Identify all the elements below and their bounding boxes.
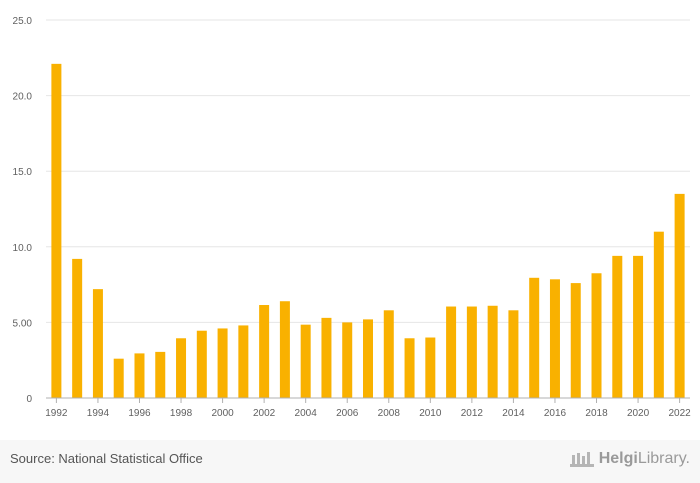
- x-tick-label: 2020: [627, 408, 650, 419]
- x-tick-label: 2002: [253, 408, 276, 419]
- y-tick-label: 25.0: [13, 16, 33, 27]
- bar-2011: [446, 306, 457, 398]
- x-tick-label: 1998: [170, 408, 193, 419]
- x-tick-label: 2006: [336, 408, 359, 419]
- x-tick-label: 2018: [585, 408, 608, 419]
- bar-2015: [529, 277, 540, 398]
- bar-2002: [259, 305, 270, 398]
- brand-name-light: Library.: [637, 450, 690, 467]
- bar-1998: [176, 338, 187, 398]
- bar-2003: [279, 301, 290, 398]
- bar-2004: [300, 324, 311, 398]
- x-tick-label: 2010: [419, 408, 442, 419]
- y-tick-label: 15.0: [13, 167, 33, 178]
- y-tick-label: 5.00: [13, 318, 33, 329]
- bar-2017: [570, 283, 581, 398]
- brand-logo: HelgiLibrary.: [569, 449, 690, 469]
- bar-2007: [363, 319, 373, 398]
- bar-1993: [72, 258, 83, 398]
- x-axis-ticks: 1992 1994 1996 1998 2000 2002 2004 2006 2008 2010…: [45, 398, 691, 419]
- bar-2001: [238, 325, 249, 398]
- bar-2000: [217, 328, 228, 398]
- source-note: Source: National Statistical Office: [10, 451, 203, 466]
- bar-1995: [113, 358, 124, 398]
- y-tick-label: 20.0: [13, 92, 33, 103]
- y-tick-label: 10.0: [13, 243, 33, 254]
- bar-2014: [508, 310, 519, 398]
- bar-1996: [134, 353, 145, 398]
- bar-1999: [196, 330, 207, 398]
- x-tick-label: 2004: [295, 408, 318, 419]
- library-icon: [569, 452, 594, 467]
- bar-2008: [383, 310, 394, 398]
- x-tick-label: 2008: [378, 408, 401, 419]
- bars: [51, 63, 685, 399]
- bar-2018: [591, 273, 602, 398]
- bar-2020: [633, 255, 644, 398]
- bar-2019: [612, 255, 623, 398]
- bar-2006: [342, 322, 353, 398]
- bar-2009: [404, 338, 415, 398]
- x-tick-label: 2014: [502, 408, 525, 419]
- bar-2005: [321, 317, 332, 398]
- x-tick-label: 2022: [668, 408, 691, 419]
- bar-2012: [466, 306, 477, 398]
- bar-2016: [549, 279, 560, 398]
- brand-name-bold: Helgi: [598, 450, 638, 467]
- bar-2022: [674, 193, 685, 398]
- bar-2013: [487, 305, 498, 398]
- bar-1994: [92, 289, 103, 398]
- y-axis-ticks: 0 5.00 10.0 15.0 20.0 25.0: [13, 16, 33, 405]
- x-tick-label: 2016: [544, 408, 567, 419]
- x-tick-label: 1994: [87, 408, 110, 419]
- x-tick-label: 1992: [45, 408, 68, 419]
- gridlines: [46, 19, 690, 323]
- x-tick-label: 2000: [211, 408, 234, 419]
- bar-2010: [425, 337, 436, 398]
- bar-2021: [653, 231, 664, 398]
- y-tick-label: 0: [26, 394, 32, 405]
- bar-chart: 0 5.00 10.0 15.0 20.0 25.0 1992 1994 1996 1998 20…: [13, 16, 692, 419]
- x-tick-label: 1996: [128, 408, 151, 419]
- x-tick-label: 2012: [461, 408, 484, 419]
- bar-1997: [155, 351, 166, 398]
- bar-1992: [51, 63, 62, 399]
